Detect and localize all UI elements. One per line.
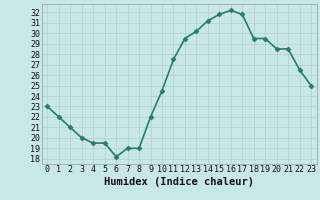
X-axis label: Humidex (Indice chaleur): Humidex (Indice chaleur) (104, 177, 254, 187)
